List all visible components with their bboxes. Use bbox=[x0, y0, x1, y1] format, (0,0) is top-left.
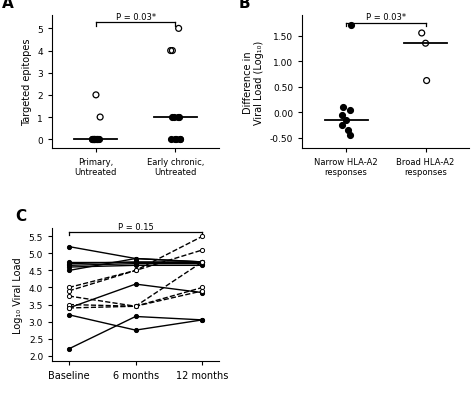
Point bbox=[347, 23, 355, 29]
Text: B: B bbox=[239, 0, 251, 11]
Point bbox=[167, 48, 174, 55]
Point bbox=[89, 137, 96, 143]
Point bbox=[88, 137, 96, 143]
Point bbox=[342, 117, 350, 124]
Point bbox=[338, 123, 346, 129]
Point bbox=[175, 115, 183, 121]
Point bbox=[168, 115, 176, 121]
Point bbox=[95, 137, 102, 143]
Point bbox=[346, 133, 354, 139]
Point bbox=[423, 78, 430, 85]
Point bbox=[89, 137, 97, 143]
Point bbox=[169, 48, 176, 55]
Point bbox=[422, 41, 429, 47]
Text: P = 0.15: P = 0.15 bbox=[118, 222, 154, 231]
Point bbox=[339, 112, 346, 119]
Y-axis label: Targeted epitopes: Targeted epitopes bbox=[22, 39, 32, 126]
Point bbox=[90, 137, 98, 143]
Point bbox=[93, 137, 100, 143]
Point bbox=[170, 115, 178, 121]
Point bbox=[89, 137, 97, 143]
Point bbox=[346, 107, 353, 113]
Text: C: C bbox=[16, 209, 27, 223]
Point bbox=[339, 105, 347, 111]
Point bbox=[92, 137, 100, 143]
Text: P = 0.03*: P = 0.03* bbox=[116, 12, 155, 22]
Point bbox=[92, 92, 100, 99]
Y-axis label: Log₁₀ Viral Load: Log₁₀ Viral Load bbox=[13, 256, 23, 333]
Point bbox=[90, 137, 98, 143]
Point bbox=[90, 137, 98, 143]
Text: P = 0.03*: P = 0.03* bbox=[366, 13, 406, 22]
Point bbox=[175, 26, 182, 32]
Y-axis label: Difference in
Viral Load (Log₁₀): Difference in Viral Load (Log₁₀) bbox=[243, 41, 264, 124]
Point bbox=[94, 137, 101, 143]
Point bbox=[173, 137, 180, 143]
Point bbox=[93, 137, 101, 143]
Point bbox=[96, 115, 104, 121]
Point bbox=[91, 137, 99, 143]
Point bbox=[167, 137, 175, 143]
Point bbox=[344, 128, 352, 134]
Point bbox=[172, 137, 179, 143]
Point bbox=[176, 137, 184, 143]
Point bbox=[176, 137, 183, 143]
Point bbox=[418, 31, 426, 37]
Text: A: A bbox=[2, 0, 14, 11]
Point bbox=[174, 115, 182, 121]
